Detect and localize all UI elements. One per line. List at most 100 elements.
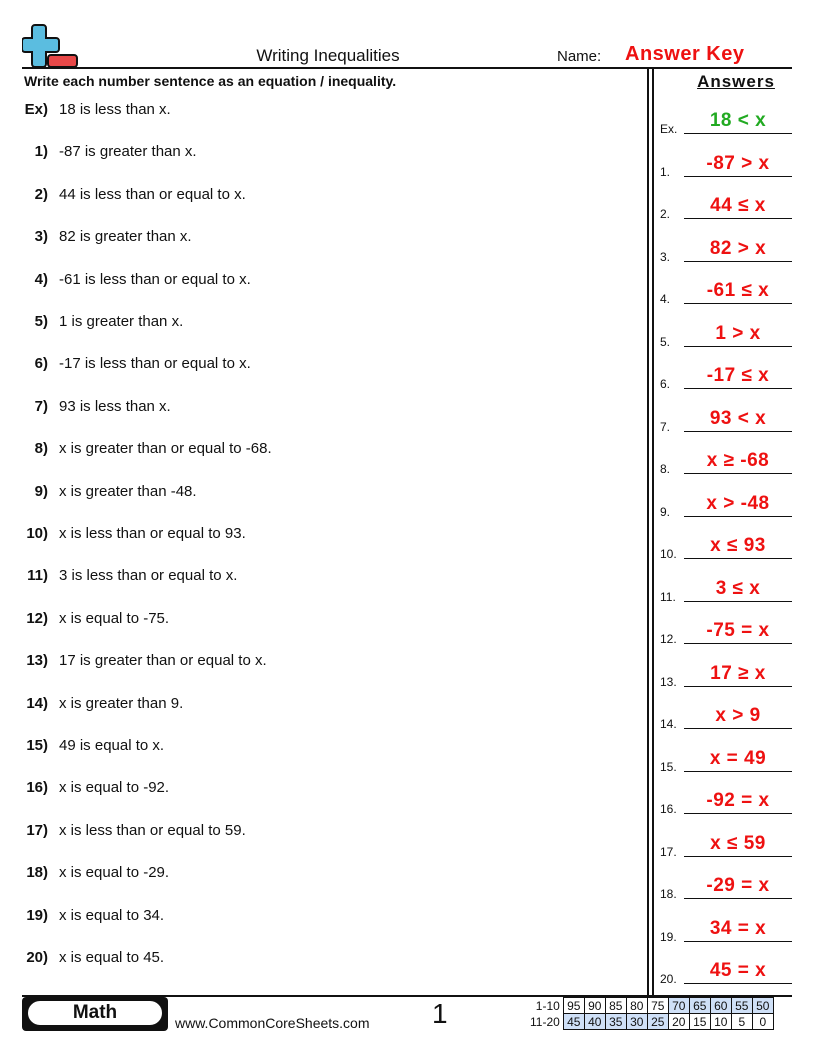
- answer-value: x = 49: [709, 747, 767, 769]
- answer-row: Ex. 18 < x: [660, 106, 792, 136]
- answer-line: [684, 303, 792, 304]
- website: www.CommonCoreSheets.com: [175, 1015, 370, 1031]
- answer-value: -61 ≤ x: [706, 280, 770, 301]
- question-text: 18 is less than x.: [59, 101, 171, 118]
- answer-row: 8. x ≥ -68: [660, 446, 792, 476]
- score-cell: 0: [751, 1013, 774, 1030]
- answer-line: [684, 473, 792, 474]
- score-cell: 35: [604, 1013, 627, 1030]
- answer-row: 10. x ≤ 93: [660, 531, 792, 561]
- instructions: Write each number sentence as an equatio…: [24, 73, 397, 89]
- logo-icon: [22, 24, 78, 68]
- column-divider: [647, 69, 649, 995]
- answer-value: 45 = x: [709, 960, 767, 981]
- page-number: 1: [432, 998, 448, 1029]
- answer-value: 82 > x: [709, 237, 767, 259]
- question-number: 3): [34, 228, 48, 246]
- question-text: x is greater than 9.: [59, 694, 184, 712]
- answer-line: [684, 430, 792, 432]
- footer-divider: [22, 995, 792, 997]
- score-cell: 75: [646, 997, 669, 1014]
- question-text: x is equal to -75.: [59, 609, 170, 627]
- question-number: 16): [26, 779, 48, 797]
- answer-value: -92 = x: [706, 790, 770, 811]
- answer-value: x ≤ 93: [710, 535, 766, 556]
- score-cell: 50: [751, 997, 774, 1014]
- question-number: 4): [34, 270, 48, 288]
- score-cell: 10: [709, 1013, 732, 1030]
- name-value: Answer Key: [625, 43, 745, 65]
- answer-value: 17 ≥ x: [710, 662, 766, 684]
- question-text: 44 is less than or equal to x.: [59, 185, 246, 203]
- answer-row: 18. -29 = x: [660, 871, 792, 901]
- answer-label: 10.: [660, 547, 677, 561]
- score-cell: 70: [667, 997, 690, 1014]
- answer-line: [684, 855, 792, 857]
- question-text: x is equal to 45.: [59, 949, 165, 966]
- score-cell: 15: [688, 1013, 711, 1030]
- question-text: 3 is less than or equal to x.: [59, 567, 238, 585]
- answer-line: [684, 643, 792, 644]
- question-number: 8): [34, 440, 48, 458]
- answer-value: x > -48: [706, 492, 770, 514]
- answer-line: [684, 940, 792, 942]
- question-text: 93 is less than x.: [59, 397, 171, 415]
- question-number: 6): [34, 355, 48, 373]
- answer-row: 20. 45 = x: [660, 956, 792, 986]
- answer-row: 19. 34 = x: [660, 914, 792, 944]
- answer-label: 15.: [660, 759, 677, 774]
- answer-label: 18.: [660, 887, 677, 901]
- score-cell: 60: [709, 997, 732, 1014]
- answer-value: -75 = x: [706, 620, 770, 641]
- answer-label: 1.: [660, 164, 671, 179]
- answer-line: [684, 260, 792, 262]
- answer-value: x ≥ -68: [706, 450, 770, 471]
- answer-label: 2.: [660, 207, 671, 221]
- answer-label: 6.: [660, 377, 671, 391]
- answer-label: 14.: [660, 717, 677, 731]
- answer-label: 12.: [660, 632, 677, 646]
- score-cell: 40: [583, 1013, 606, 1030]
- answer-row: 13. 17 ≥ x: [660, 659, 792, 689]
- answer-label: 13.: [660, 674, 677, 689]
- score-cell: 20: [667, 1013, 690, 1030]
- question-text: x is equal to -92.: [59, 779, 170, 797]
- answer-line: [684, 515, 792, 517]
- answer-label: 20.: [660, 972, 677, 986]
- answer-label: 9.: [660, 504, 671, 519]
- answer-line: [684, 600, 792, 602]
- answer-line: [684, 983, 792, 984]
- header-divider: [22, 67, 792, 69]
- answer-value: 18 < x: [709, 110, 767, 131]
- answer-value: x ≤ 59: [710, 832, 766, 854]
- answer-value: 93 < x: [709, 407, 767, 429]
- answer-value: 44 ≤ x: [710, 195, 766, 216]
- answer-label: Ex.: [660, 122, 678, 136]
- answer-label: 16.: [660, 802, 677, 816]
- answer-row: 11. 3 ≤ x: [660, 574, 792, 604]
- score-cell: 45: [562, 1013, 585, 1030]
- score-cell: 25: [646, 1013, 669, 1030]
- answer-value: -17 ≤ x: [706, 365, 770, 386]
- answer-value: 34 = x: [709, 917, 767, 939]
- answer-label: 19.: [660, 929, 677, 944]
- answer-label: 7.: [660, 419, 671, 434]
- answer-line: [684, 218, 792, 219]
- answer-row: 7. 93 < x: [660, 404, 792, 434]
- answer-row: 1. -87 > x: [660, 149, 792, 179]
- score-cell: 55: [730, 997, 753, 1014]
- question-text: 82 is greater than x.: [59, 228, 192, 246]
- question-text: x is less than or equal to 59.: [59, 821, 246, 839]
- answer-row: 15. x = 49: [660, 744, 792, 774]
- question-number: 2): [34, 185, 48, 203]
- answer-row: 16. -92 = x: [660, 786, 792, 816]
- score-table: 1-10 95 90 85 80 75 70 65 60 55 50 11-20 45 40 35 30 25 2…: [527, 997, 774, 1030]
- question-number: 12): [26, 609, 48, 627]
- score-cell: 80: [625, 997, 648, 1014]
- score-row-label: 11-20: [530, 1014, 560, 1029]
- answer-line: [684, 175, 792, 177]
- answer-line: [684, 770, 792, 772]
- question-text: -17 is less than or equal to x.: [59, 355, 251, 373]
- answer-row: 12. -75 = x: [660, 616, 792, 646]
